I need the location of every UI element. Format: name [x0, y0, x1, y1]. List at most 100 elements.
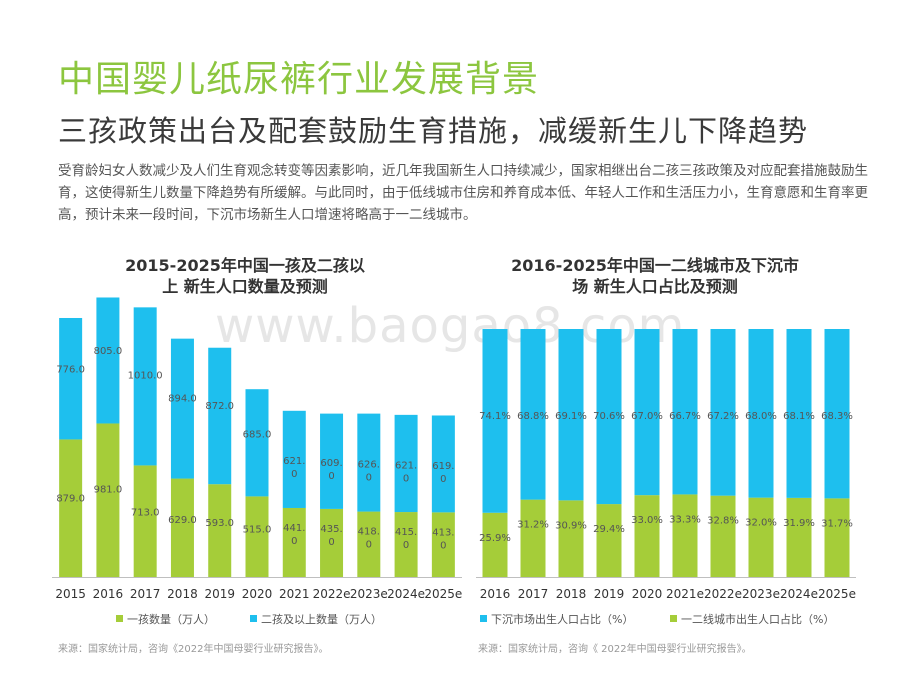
chart2-bar-lower-tier-2024e: [786, 329, 812, 498]
chart2-bar-tier12-2018: [558, 500, 584, 577]
chart1-label-second-child-2021-wrap: 0: [291, 469, 297, 480]
chart1-bar-first-child-2017: [133, 465, 157, 577]
page-title: 中国婴儿纸尿裤行业发展背景: [58, 59, 540, 100]
chart2-label-lower-tier-2019: 70.6%: [593, 411, 625, 422]
chart2-bar-tier12-2017: [520, 499, 546, 577]
chart1-label-second-child-2024e: 621.: [395, 460, 417, 471]
chart1-label-first-child-2020: 515.0: [243, 525, 272, 536]
chart1-bar-second-child-2019: [208, 347, 232, 485]
chart2-label-tier12-2020: 33.0%: [631, 515, 663, 526]
chart1-label-second-child-2018: 894.0: [168, 394, 197, 405]
chart2-x-tick-2022e: 2022e: [704, 587, 742, 601]
chart1-bar-second-child-2015: [59, 317, 83, 440]
chart2-label-tier12-2021e: 33.3%: [669, 514, 701, 525]
chart1-bar-second-child-2025e: [431, 415, 455, 513]
chart2-label-lower-tier-2018: 69.1%: [555, 411, 587, 422]
chart2-label-lower-tier-2016: 74.1%: [479, 411, 511, 422]
chart2-legend-swatch-lower-tier: [480, 615, 487, 622]
chart1-bar-second-child-2022e: [320, 413, 344, 509]
chart2-label-lower-tier-2023e: 68.0%: [745, 411, 777, 422]
chart1-bar-second-child-2024e: [394, 414, 418, 513]
chart2-x-tick-2024e: 2024e: [780, 587, 818, 601]
chart1-label-second-child-2023e-wrap: 0: [366, 472, 372, 483]
chart1-label-second-child-2024e-wrap: 0: [403, 473, 409, 484]
chart1-bar-second-child-2020: [245, 389, 269, 497]
chart2-title: 2016-2025年中国一二线城市及下沉市 场 新生人口占比及预测: [480, 255, 830, 297]
chart2-legend-tier12: 一二线城市出生人口占比（%）: [681, 612, 834, 626]
chart1-label-first-child-2022e: 435.: [320, 524, 342, 535]
chart2-label-tier12-2024e: 31.9%: [783, 518, 815, 529]
chart2-legend-lower-tier: 下沉市场出生人口占比（%）: [491, 612, 633, 626]
chart1-title-line1: 2015-2025年中国一孩及二孩以: [125, 256, 365, 275]
chart2-label-tier12-2019: 29.4%: [593, 524, 625, 535]
chart2-label-lower-tier-2020: 67.0%: [631, 411, 663, 422]
chart1-x-tick-2017: 2017: [130, 587, 161, 601]
chart1-label-first-child-2015: 879.0: [56, 493, 85, 504]
chart1-bar-first-child-2022e: [320, 508, 344, 577]
chart1-bar-first-child-2024e: [394, 512, 418, 577]
chart1-x-tick-2018: 2018: [167, 587, 198, 601]
chart2-label-lower-tier-2022e: 67.2%: [707, 411, 739, 422]
chart1-bar-second-child-2021: [282, 410, 306, 508]
chart1-label-second-child-2023e: 626.: [358, 459, 380, 470]
chart2-bar-tier12-2024e: [786, 497, 812, 577]
chart1-x-tick-2024e: 2024e: [387, 587, 425, 601]
chart1-label-first-child-2023e: 418.: [358, 527, 380, 538]
chart2-label-lower-tier-2021e: 66.7%: [669, 411, 701, 422]
chart1-label-second-child-2019: 872.0: [205, 401, 234, 412]
chart2-x-tick-2017: 2017: [518, 587, 549, 601]
chart1-legend-second-child: 二孩及以上数量（万人）: [261, 613, 382, 626]
chart2-bar-lower-tier-2019: [596, 329, 622, 505]
chart1-label-first-child-2024e: 415.: [395, 527, 417, 538]
chart2-x-tick-2023e: 2023e: [742, 587, 780, 601]
chart2-bar-tier12-2023e: [748, 497, 774, 577]
chart1-x-tick-2016: 2016: [93, 587, 124, 601]
chart2-title-line1: 2016-2025年中国一二线城市及下沉市: [511, 256, 799, 275]
chart1-x-tick-2021: 2021: [279, 587, 310, 601]
chart2-bar-tier12-2019: [596, 504, 622, 577]
chart1-label-second-child-2025e: 619.: [432, 461, 454, 472]
chart2-x-tick-2020: 2020: [632, 587, 663, 601]
chart2-x-tick-2016: 2016: [480, 587, 511, 601]
chart1-x-tick-2022e: 2022e: [313, 587, 351, 601]
chart2-bar-lower-tier-2021e: [672, 329, 698, 495]
chart1-bar-first-child-2023e: [357, 511, 381, 577]
intro-paragraph: 受育龄妇女人数减少及人们生育观念转变等因素影响，近几年我国新生人口持续减少，国家…: [58, 163, 868, 223]
chart1-title-line2: 上 新生人口数量及预测: [162, 277, 328, 296]
chart2-title-line2: 场 新生人口占比及预测: [572, 277, 738, 296]
chart1-x-tick-2015: 2015: [55, 587, 86, 601]
chart2-legend-swatch-tier12: [670, 615, 677, 622]
chart1-label-first-child-2021: 441.: [283, 523, 305, 534]
chart2-bar-lower-tier-2023e: [748, 329, 774, 498]
chart1-x-tick-2020: 2020: [242, 587, 273, 601]
chart1-bar-second-child-2016: [96, 297, 120, 424]
chart2-bar-lower-tier-2016: [482, 329, 508, 513]
chart2-x-tick-2021e: 2021e: [666, 587, 704, 601]
chart1-bar-first-child-2021: [282, 507, 306, 577]
chart1-label-first-child-2024e-wrap: 0: [403, 540, 409, 551]
chart2-bar-tier12-2022e: [710, 495, 736, 577]
chart1-legend-swatch-second-child: [250, 615, 257, 622]
chart1-label-second-child-2020: 685.0: [243, 429, 272, 440]
chart1-label-second-child-2022e-wrap: 0: [328, 471, 334, 482]
chart2-x-tick-2018: 2018: [556, 587, 587, 601]
chart1-bar-first-child-2018: [170, 478, 194, 577]
chart1-label-first-child-2022e-wrap: 0: [328, 537, 334, 548]
chart1-bar-first-child-2016: [96, 423, 120, 577]
chart2-label-tier12-2022e: 32.8%: [707, 516, 739, 527]
chart2-label-tier12-2017: 31.2%: [517, 520, 549, 531]
chart1-label-second-child-2021: 621.: [283, 456, 305, 467]
chart1-legend-first-child: 一孩数量（万人）: [127, 613, 215, 626]
chart1-label-second-child-2016: 805.0: [94, 346, 123, 357]
chart2-label-lower-tier-2025e: 68.3%: [821, 411, 853, 422]
chart2-bar-lower-tier-2022e: [710, 329, 736, 496]
chart2-bar-tier12-2016: [482, 512, 508, 577]
chart1-x-tick-2023e: 2023e: [350, 587, 388, 601]
chart2-bar-tier12-2021e: [672, 494, 698, 577]
chart1-label-first-child-2016: 981.0: [94, 485, 123, 496]
chart1-bar-second-child-2023e: [357, 413, 381, 512]
chart1-label-first-child-2021-wrap: 0: [291, 536, 297, 547]
chart2-bar-lower-tier-2018: [558, 329, 584, 501]
chart1-x-tick-2025e: 2025e: [424, 587, 462, 601]
